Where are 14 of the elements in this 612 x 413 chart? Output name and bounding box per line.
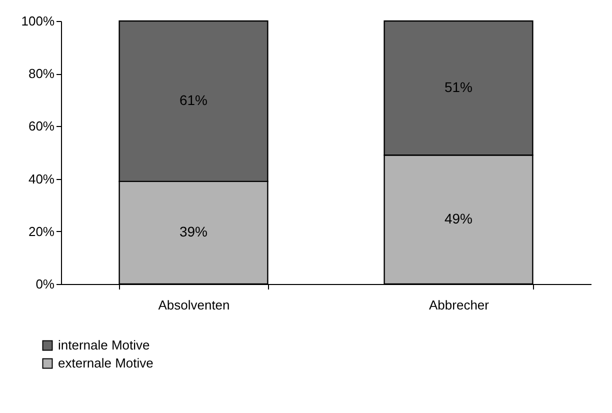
legend-label: externale Motive	[58, 356, 154, 370]
y-tick-label: 80%	[28, 66, 55, 82]
data-label: 51%	[444, 79, 473, 96]
legend-label: internale Motive	[58, 338, 150, 352]
y-tick-label: 20%	[28, 224, 55, 239]
x-tick-label: Abbrecher	[429, 298, 490, 312]
data-label: 39%	[179, 224, 208, 240]
data-label: 49%	[444, 210, 473, 227]
y-tick-label: 60%	[28, 118, 55, 134]
x-tick-label: Absolventen	[158, 298, 230, 312]
y-tick-label: 40%	[28, 171, 55, 186]
data-label: 61%	[179, 92, 208, 108]
y-tick-label: 100%	[21, 14, 55, 28]
y-tick-label: 0%	[36, 276, 55, 292]
